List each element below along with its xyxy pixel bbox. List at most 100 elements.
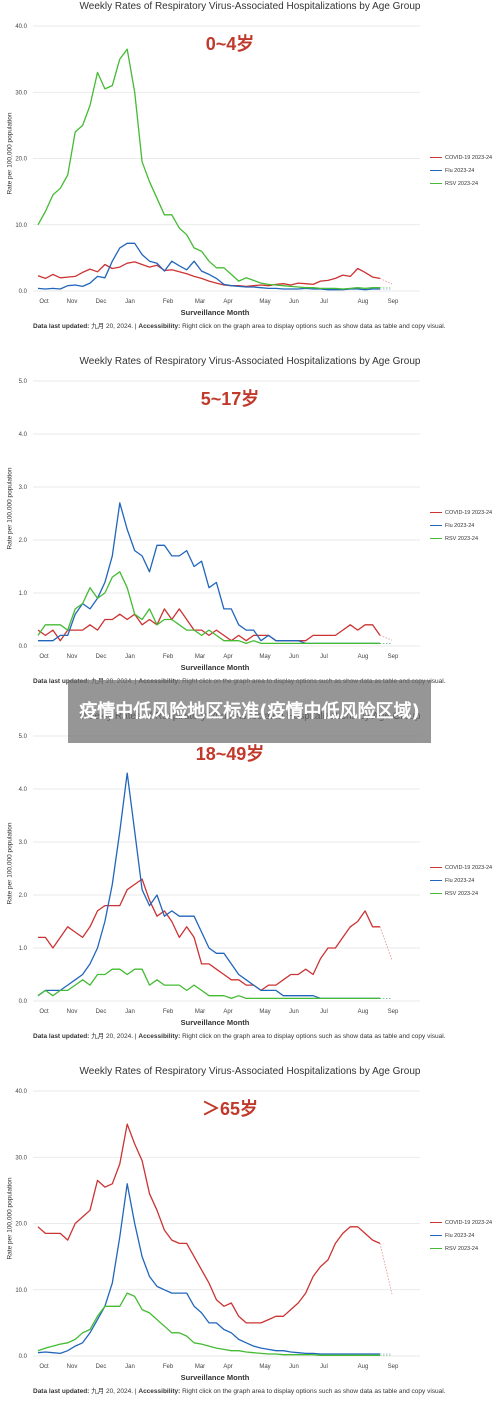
y-tick-label: 10.0	[15, 223, 27, 229]
footnote-accessibility-text: Right click on the graph area to display…	[180, 1033, 446, 1040]
legend-item: RSV 2023-24	[430, 887, 492, 900]
footnote: Data last updated: 九月 20, 2024. | Access…	[33, 320, 446, 330]
chart-plot[interactable]: 0.0 1.0 2.0 3.0 4.0 5.0 Oct Nov Dec Jan Feb Mar Apr M…	[0, 355, 500, 710]
legend-item: RSV 2023-24	[430, 177, 492, 190]
series-projection	[379, 1243, 393, 1295]
series-line-flu[interactable]	[38, 502, 380, 645]
legend-label: COVID-19 2023-24	[445, 509, 493, 516]
y-tick-label: 10.0	[15, 1288, 27, 1294]
x-tick-label: Jan	[125, 1364, 135, 1370]
x-axis-label: Surveillance Month	[180, 308, 250, 317]
x-axis-label: Surveillance Month	[180, 1018, 250, 1027]
legend-swatch	[430, 1221, 442, 1224]
x-tick-label: Nov	[67, 654, 78, 660]
x-tick-label: Jan	[125, 299, 135, 305]
x-tick-label: Mar	[195, 654, 205, 660]
chart-title: Weekly Rates of Respiratory Virus-Associ…	[79, 356, 421, 367]
x-tick-label: Dec	[96, 1364, 107, 1370]
chart-plot[interactable]: 0.0 1.0 2.0 3.0 4.0 5.0 Oct Nov Dec Jan Feb Mar Apr M…	[0, 710, 500, 1065]
legend-item: RSV 2023-24	[430, 532, 492, 545]
y-tick-label: 0.0	[19, 1354, 28, 1360]
legend-swatch	[430, 169, 442, 172]
legend: COVID-19 2023-24 Flu 2023-24 RSV 2023-24	[430, 151, 492, 190]
footnote: Data last updated: 九月 20, 2024. | Access…	[33, 1030, 446, 1040]
footnote-accessibility-label: Accessibility:	[138, 1388, 181, 1395]
series-line-covid[interactable]	[37, 261, 381, 288]
y-tick-label: 30.0	[15, 90, 27, 96]
overlay-banner: 疫情中低风险地区标准(疫情中低风险区域)	[68, 680, 431, 743]
legend-swatch	[430, 879, 442, 882]
x-tick-label: Aug	[358, 299, 369, 305]
series-line-covid[interactable]	[37, 608, 381, 642]
x-tick-label: Feb	[163, 1364, 174, 1370]
x-tick-label: Feb	[163, 1009, 174, 1015]
x-tick-label: Apr	[223, 654, 232, 660]
chart-plot[interactable]: 0.0 10.0 20.0 30.0 40.0 Oct Nov Dec Jan Feb Mar Apr…	[0, 0, 500, 355]
x-tick-label: Mar	[195, 1009, 205, 1015]
age-group-label: ＞65岁	[201, 1099, 259, 1119]
overlay-title: 疫情中低风险地区标准(疫情中低风险区域)	[79, 701, 420, 722]
x-tick-label: Jun	[289, 1364, 299, 1370]
x-tick-label: Oct	[39, 299, 49, 305]
footnote-accessibility-text: Right click on the graph area to display…	[180, 323, 446, 330]
y-tick-label: 1.0	[19, 591, 28, 597]
x-tick-label: Apr	[223, 299, 232, 305]
chart-panel-65-plus: Weekly Rates of Respiratory Virus-Associ…	[0, 1065, 500, 1420]
x-tick-label: Sep	[388, 1009, 399, 1015]
legend-label: Flu 2023-24	[445, 167, 475, 174]
chart-panel-5-17: Weekly Rates of Respiratory Virus-Associ…	[0, 355, 500, 710]
age-group-label: 5~17岁	[200, 389, 260, 409]
legend-item: COVID-19 2023-24	[430, 861, 492, 874]
y-tick-label: 4.0	[19, 787, 28, 793]
legend-swatch	[430, 892, 442, 895]
legend-label: Flu 2023-24	[445, 877, 475, 884]
x-tick-label: May	[259, 654, 270, 660]
y-tick-label: 5.0	[19, 734, 28, 740]
chart-panel-18-49: Weekly Rates of Respiratory Virus-Associ…	[0, 710, 500, 1065]
legend: COVID-19 2023-24 Flu 2023-24 RSV 2023-24	[430, 506, 492, 545]
series-line-rsv[interactable]	[37, 1292, 380, 1356]
y-tick-label: 0.0	[19, 644, 28, 650]
x-tick-label: Aug	[358, 1009, 369, 1015]
legend-swatch	[430, 866, 442, 869]
y-tick-label: 2.0	[19, 893, 28, 899]
y-tick-label: 2.0	[19, 538, 28, 544]
x-tick-label: Aug	[358, 1364, 369, 1370]
legend: COVID-19 2023-24 Flu 2023-24 RSV 2023-24	[430, 1216, 492, 1255]
series-line-covid[interactable]	[38, 878, 380, 992]
legend: COVID-19 2023-24 Flu 2023-24 RSV 2023-24	[430, 861, 492, 900]
series-line-rsv[interactable]	[37, 48, 380, 290]
legend-swatch	[430, 1234, 442, 1237]
x-axis-label: Surveillance Month	[180, 663, 250, 672]
series-line-rsv[interactable]	[37, 571, 380, 645]
y-tick-label: 0.0	[19, 289, 28, 295]
legend-label: RSV 2023-24	[445, 890, 479, 897]
legend-item: COVID-19 2023-24	[430, 1216, 492, 1229]
series-line-covid[interactable]	[37, 1123, 381, 1324]
series-line-rsv[interactable]	[37, 968, 380, 1000]
series-line-flu[interactable]	[37, 242, 380, 291]
x-tick-label: Nov	[67, 1364, 78, 1370]
legend-label: RSV 2023-24	[445, 1245, 479, 1252]
legend-swatch	[430, 511, 442, 514]
x-tick-label: Aug	[358, 654, 369, 660]
footnote: Data last updated: 九月 20, 2024. | Access…	[33, 1385, 446, 1395]
x-tick-label: Apr	[223, 1364, 232, 1370]
series-line-flu[interactable]	[37, 1183, 380, 1355]
legend-item: Flu 2023-24	[430, 519, 492, 532]
legend-item: COVID-19 2023-24	[430, 506, 492, 519]
y-tick-label: 3.0	[19, 840, 28, 846]
footnote-label: Data last updated:	[33, 678, 90, 685]
series-projection	[379, 635, 393, 641]
x-tick-label: May	[259, 1364, 270, 1370]
x-tick-label: Jul	[320, 299, 328, 305]
y-tick-label: 20.0	[15, 157, 27, 163]
chart-plot[interactable]: 0.0 10.0 20.0 30.0 40.0 Oct Nov Dec Jan Feb Mar Apr…	[0, 1065, 500, 1420]
chart-panel-0-4: Weekly Rates of Respiratory Virus-Associ…	[0, 0, 500, 355]
footnote-date: 九月 20, 2024. |	[89, 1033, 139, 1040]
legend-item: Flu 2023-24	[430, 164, 492, 177]
x-tick-label: Nov	[67, 1009, 78, 1015]
x-tick-label: Dec	[96, 299, 107, 305]
footnote-label: Data last updated:	[33, 1388, 90, 1395]
x-axis-label: Surveillance Month	[180, 1373, 250, 1382]
